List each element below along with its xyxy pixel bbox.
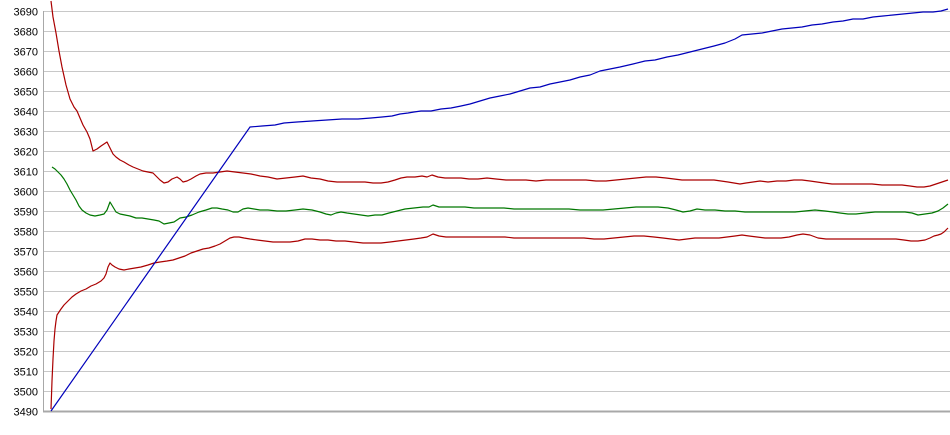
y-tick-label: 3650	[14, 87, 38, 99]
y-tick-label: 3590	[14, 207, 38, 219]
gridlines-group	[43, 11, 950, 413]
y-tick-label: 3610	[14, 167, 38, 179]
y-tick-label: 3640	[14, 107, 38, 119]
y-tick-label: 3530	[14, 327, 38, 339]
y-tick-label: 3660	[14, 67, 38, 79]
y-tick-label: 3630	[14, 127, 38, 139]
y-tick-label: 3540	[14, 307, 38, 319]
y-tick-label: 3490	[14, 407, 38, 419]
green-line	[51, 166, 949, 225]
y-tick-label: 3520	[14, 347, 38, 359]
lower-red-line	[50, 227, 949, 410]
blue-line	[50, 8, 949, 412]
y-tick-label: 3580	[14, 227, 38, 239]
series-group	[50, 0, 949, 412]
y-tick-label: 3690	[14, 7, 38, 19]
upper-red-line	[50, 0, 949, 188]
y-tick-label: 3570	[14, 247, 38, 259]
y-tick-label: 3620	[14, 147, 38, 159]
y-tick-label: 3500	[14, 387, 38, 399]
y-tick-label: 3670	[14, 47, 38, 59]
y-axis-labels: 3690 3680 3670 3660 3650 3640 3630 3620 3610 3600…	[14, 7, 38, 419]
y-tick-label: 3550	[14, 287, 38, 299]
y-tick-label: 3510	[14, 367, 38, 379]
y-tick-label: 3600	[14, 187, 38, 199]
y-tick-label: 3680	[14, 27, 38, 39]
y-tick-label: 3560	[14, 267, 38, 279]
